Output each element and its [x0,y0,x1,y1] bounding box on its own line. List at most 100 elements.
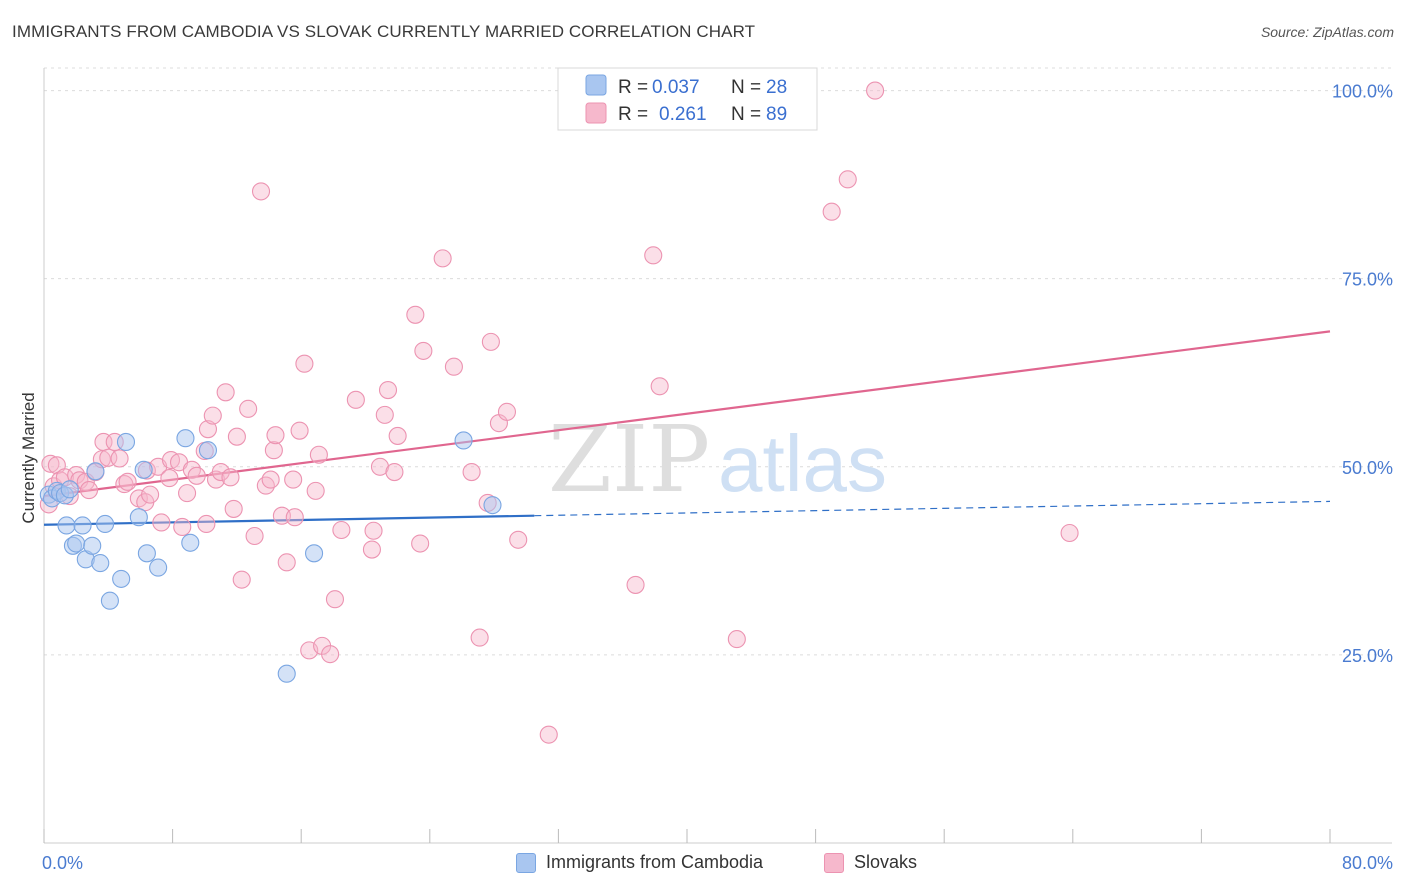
bottom-legend-swatch-slovaks [824,852,844,873]
cambodia-point-20 [137,544,156,563]
slovaks-point-81 [497,402,517,421]
legend-r-label-2: R = [618,104,648,125]
bottom-legend: Immigrants from Cambodia Slovaks [0,852,1406,878]
slovaks-point-24 [152,513,171,532]
slovaks-point-55 [295,354,314,373]
cambodia-point-16 [112,569,131,588]
slovaks-point-75 [444,357,463,376]
slovaks-point-82 [509,530,528,549]
legend-n-label-1: N = [731,77,761,98]
cambodia-point-18 [129,508,148,527]
slovaks-point-52 [284,470,303,489]
slovaks-point-83 [539,725,558,744]
cambodia-point-27 [454,431,473,450]
y-tick-label-25: 25.0% [1342,646,1393,666]
slovaks-point-86 [650,377,669,396]
slovaks-point-37 [211,463,230,482]
cambodia-point-5 [57,516,76,535]
cambodia-point-17 [116,432,136,452]
bottom-legend-label-slovaks: Slovaks [854,852,918,872]
bottom-legend-label-cambodia: Immigrants from Cambodia [546,852,764,872]
slovaks-point-35 [203,406,222,425]
slovaks-point-79 [481,332,500,351]
slovaks-point-62 [332,520,351,540]
legend-r-label-1: R = [618,77,648,98]
legend-r-value-1: 0.037 [652,77,700,98]
slovaks-point-46 [256,476,275,495]
slovaks-point-65 [364,521,383,540]
slovaks-point-84 [626,575,645,594]
x-tick-label-max: 80.0% [1342,853,1393,873]
slovaks-point-40 [224,499,243,518]
axes [43,68,1392,844]
slovaks-point-18 [118,472,137,491]
y-tick-label-50: 50.0% [1342,458,1393,478]
slovaks-point-90 [866,81,885,100]
slovaks-point-42 [232,570,251,589]
slovaks-point-72 [411,534,430,553]
slovaks-point-64 [362,540,381,559]
legend-box: R = 0.037 N = 28 R = 0.261 N = 89 [557,67,818,131]
cambodia-point-28 [483,496,502,515]
bottom-legend-slovaks: Slovaks [824,852,917,873]
trendline-slovaks-line [43,330,1331,498]
slovaks-point-10 [79,481,99,500]
slovaks-point-88 [822,202,841,221]
slovaks-point-17 [115,475,134,494]
tick-labels: 25.0% 50.0% 75.0% 100.0% 0.0% 80.0% [42,82,1393,873]
chart-title: IMMIGRANTS FROM CAMBODIA VS SLOVAK CURRE… [12,22,756,41]
cambodia-point-19 [134,460,153,479]
slovaks-point-67 [375,405,394,424]
cambodia-point-14 [96,514,115,534]
trendline-slovaks [43,330,1331,498]
slovaks-point-45 [251,182,271,201]
slovaks-point-30 [182,460,201,479]
slovaks-point-49 [266,426,285,445]
series-cambodia-points [39,429,502,683]
x-tick-label-min: 0.0% [42,853,83,873]
slovaks-point-41 [227,427,246,446]
slovaks-point-76 [462,463,481,482]
slovaks-point-87 [727,630,746,649]
cambodia-point-24 [198,441,218,460]
cambodia-point-11 [83,536,102,555]
slovaks-point-91 [1060,523,1079,543]
slovaks-point-34 [198,420,218,439]
slovaks-point-74 [433,249,452,268]
cambodia-point-22 [176,429,195,448]
slovaks-point-69 [385,463,404,482]
trendline-cambodia-dashed [534,500,1331,517]
slovaks-point-38 [216,383,235,402]
legend-swatch-cambodia [585,74,607,96]
cambodia-point-25 [277,664,296,683]
cambodia-point-15 [100,591,119,610]
legend-r-value-2: 0.261 [659,104,707,125]
slovaks-point-1 [41,454,60,473]
slovaks-point-57 [306,481,325,500]
slovaks-point-48 [264,441,283,460]
cambodia-point-26 [305,544,324,563]
source-credit: Source: ZipAtlas.com [1260,24,1394,40]
slovaks-point-33 [197,514,216,534]
slovaks-point-89 [838,170,857,189]
y-axis-title: Currently Married [19,392,38,523]
slovaks-point-73 [414,341,433,360]
bottom-legend-swatch-cambodia [516,852,536,873]
slovaks-point-85 [644,246,663,265]
slovaks-point-71 [406,305,425,324]
slovaks-point-29 [178,484,197,503]
slovaks-point-31 [187,466,206,485]
cambodia-point-8 [67,534,86,553]
slovaks-point-28 [173,517,192,537]
slovaks-point-51 [277,553,296,572]
slovaks-point-58 [309,445,328,464]
slovaks-point-77 [470,628,489,647]
cambodia-point-12 [86,462,105,481]
slovaks-point-22 [141,485,160,504]
legend-n-label-2: N = [731,104,761,125]
slovaks-point-47 [261,470,280,489]
legend-n-value-2: 89 [766,104,787,125]
slovaks-point-43 [239,399,258,418]
slovaks-point-68 [378,380,398,400]
